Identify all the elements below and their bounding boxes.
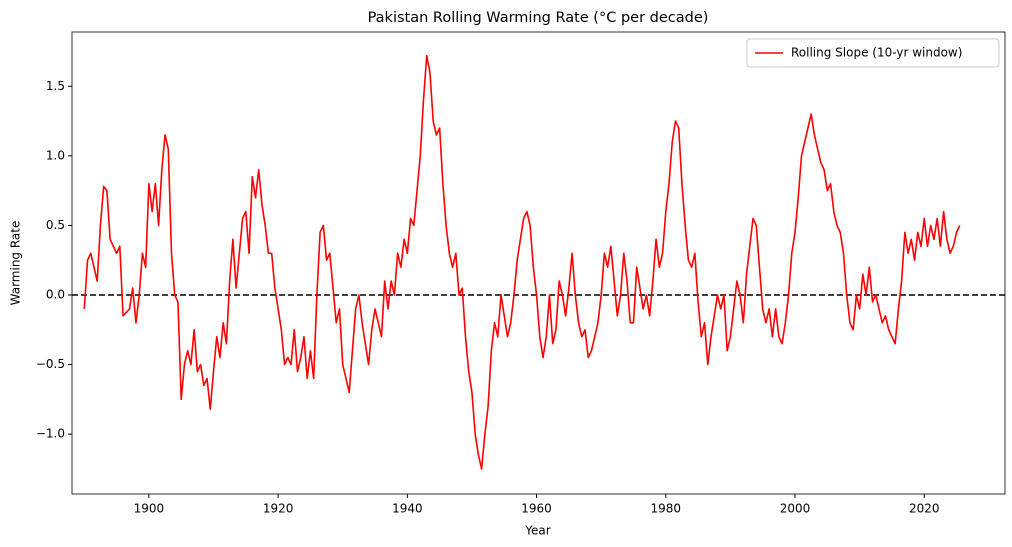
data-line xyxy=(83,54,961,470)
chart-title: Pakistan Rolling Warming Rate (°C per de… xyxy=(368,10,709,26)
y-tick-label: 1.0 xyxy=(46,148,65,162)
legend-label: Rolling Slope (10-yr window) xyxy=(791,46,962,60)
y-tick-label: −0.5 xyxy=(36,357,65,371)
y-tick-label: 0.0 xyxy=(46,288,65,302)
x-tick-label: 2000 xyxy=(780,502,811,516)
x-tick-label: 1940 xyxy=(392,502,423,516)
y-tick-label: 1.5 xyxy=(46,79,65,93)
y-tick-label: 0.5 xyxy=(46,218,65,232)
plot-frame xyxy=(71,31,1006,495)
x-tick-label: 1960 xyxy=(521,502,552,516)
x-tick-label: 1980 xyxy=(651,502,682,516)
x-tick-label: 2020 xyxy=(909,502,940,516)
x-axis-label: Year xyxy=(524,524,550,538)
y-axis-label: Warming Rate xyxy=(9,221,23,306)
x-tick-label: 1900 xyxy=(134,502,165,516)
y-tick-label: −1.0 xyxy=(36,427,65,441)
x-tick-label: 1920 xyxy=(263,502,294,516)
legend-box xyxy=(746,38,1000,68)
